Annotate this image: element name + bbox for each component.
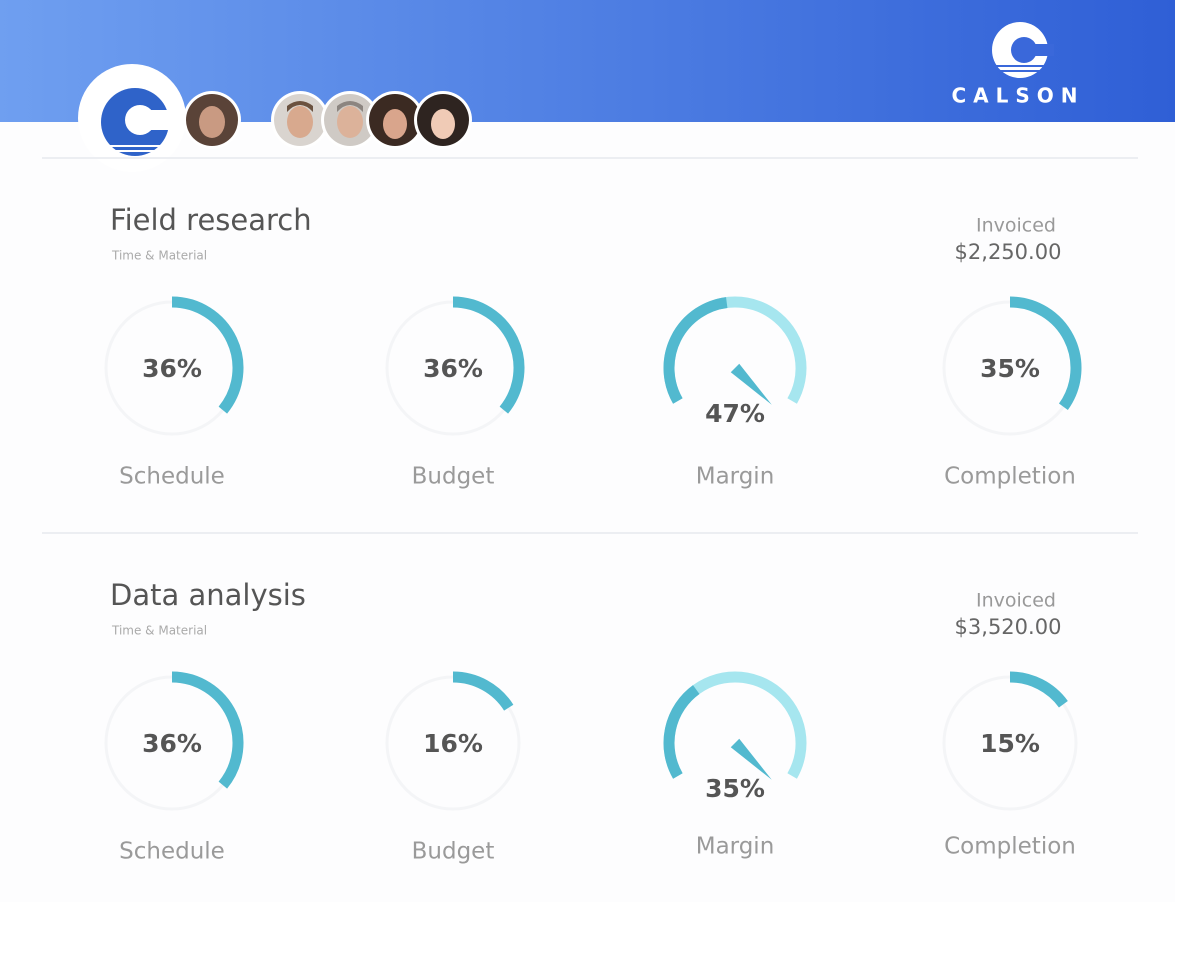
gauge-needle xyxy=(730,738,772,780)
gauge-value: 35% xyxy=(705,774,765,803)
brand-logo xyxy=(992,22,1054,78)
avatar[interactable] xyxy=(366,91,424,149)
avatar[interactable] xyxy=(271,91,329,149)
ring-value: 36% xyxy=(142,729,202,758)
project-title: Data analysis xyxy=(110,578,306,612)
ring-arc xyxy=(1009,296,1082,411)
company-logo xyxy=(78,64,186,172)
avatar[interactable] xyxy=(183,91,241,149)
invoiced-label: Invoiced xyxy=(976,215,1056,237)
gauge-needle xyxy=(730,363,772,405)
ring-value: 15% xyxy=(980,729,1040,758)
avatar[interactable] xyxy=(321,91,379,149)
ring-arc xyxy=(452,671,514,711)
invoiced-amount: $3,520.00 xyxy=(955,615,1062,639)
invoiced-amount: $2,250.00 xyxy=(955,240,1062,264)
project-title: Field research xyxy=(110,203,312,237)
ring-value: 36% xyxy=(423,354,483,383)
metric-name: Completion xyxy=(944,834,1076,860)
ring-arc xyxy=(171,671,244,789)
ring-value: 35% xyxy=(980,354,1040,383)
gauge-value: 47% xyxy=(705,399,765,428)
brand-name: CALSON xyxy=(951,84,1084,108)
avatars[interactable] xyxy=(183,91,472,149)
metric-name: Completion xyxy=(944,464,1076,490)
metric-name: Budget xyxy=(412,464,495,490)
gauge-arc xyxy=(663,297,728,404)
invoiced-label: Invoiced xyxy=(976,590,1056,612)
avatar[interactable] xyxy=(414,91,472,149)
project-subtitle: Time & Material xyxy=(111,249,207,263)
metric-name: Schedule xyxy=(119,464,225,490)
metric-name: Margin xyxy=(696,464,775,490)
ring-value: 16% xyxy=(423,729,483,758)
ring-arc xyxy=(452,296,525,414)
card xyxy=(0,122,1175,902)
ring-arc xyxy=(171,296,244,414)
metric-name: Schedule xyxy=(119,839,225,865)
metric-name: Margin xyxy=(696,834,775,860)
ring-value: 36% xyxy=(142,354,202,383)
ring-arc xyxy=(1009,671,1068,708)
project-subtitle: Time & Material xyxy=(111,624,207,638)
metric-name: Budget xyxy=(412,839,495,865)
gauge-arc xyxy=(663,685,700,779)
